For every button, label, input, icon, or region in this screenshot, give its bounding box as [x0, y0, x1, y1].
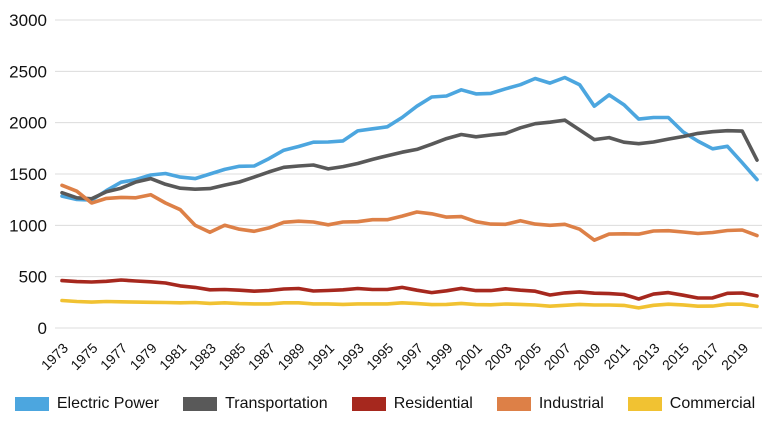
- legend-item-transportation: Transportation: [183, 395, 328, 413]
- legend-swatch-transportation: [183, 397, 218, 411]
- legend-swatch-industrial: [496, 397, 531, 411]
- series-lines: [60, 75, 759, 310]
- y-axis-tick-label: 1500: [9, 165, 47, 184]
- legend-item-commercial: Commercial: [627, 395, 756, 413]
- y-axis-tick-label: 2000: [9, 114, 47, 133]
- x-axis-tick-label: 2007: [541, 340, 574, 373]
- x-axis-tick-label: 2019: [718, 340, 751, 373]
- x-axis-tick-label: 2001: [452, 340, 485, 373]
- x-axis-tick-label: 1993: [334, 340, 367, 373]
- x-axis-tick-label: 1991: [304, 340, 337, 373]
- x-axis-tick-label: 1989: [274, 340, 307, 373]
- series-line-transportation: [60, 118, 759, 201]
- x-axis-tick-label: 1987: [245, 340, 278, 373]
- x-axis-tick-label: 2015: [659, 340, 692, 373]
- x-axis-tick-label: 1977: [97, 340, 130, 373]
- legend-label: Industrial: [538, 395, 604, 412]
- x-axis-tick-label: 2009: [570, 340, 603, 373]
- legend-swatch-electric-power: [14, 397, 49, 411]
- legend-label: Electric Power: [56, 395, 160, 412]
- y-axis-tick-label: 3000: [9, 11, 47, 30]
- x-axis-tick-label: 1983: [186, 340, 219, 373]
- legend-label: Commercial: [669, 395, 756, 412]
- legend-item-industrial: Industrial: [496, 395, 604, 413]
- x-axis-tick-label: 1999: [422, 340, 455, 373]
- y-axis-tick-label: 0: [38, 319, 47, 338]
- x-axis-tick-label: 1997: [393, 340, 426, 373]
- x-axis-tick-label: 2013: [629, 340, 662, 373]
- y-axis-labels: 0 500 1000 1500 2000 2500 3000: [9, 11, 47, 338]
- x-axis-tick-label: 1979: [127, 340, 160, 373]
- x-axis-tick-label: 1981: [156, 340, 189, 373]
- series-line-residential: [60, 278, 759, 301]
- legend-swatch-commercial: [627, 397, 662, 411]
- legend-label: Residential: [393, 395, 473, 412]
- x-axis-tick-label: 2003: [481, 340, 514, 373]
- x-axis-labels: 1973197519771979198119831985198719891991…: [38, 340, 752, 373]
- x-axis-tick-label: 1995: [363, 340, 396, 373]
- legend: Electric Power Transportation Residential I…: [0, 395, 770, 413]
- legend-item-electric-power: Electric Power: [14, 395, 160, 413]
- series-line-industrial: [60, 183, 759, 242]
- x-axis-tick-label: 2005: [511, 340, 544, 373]
- x-axis-tick-label: 2017: [688, 340, 721, 373]
- series-line-commercial: [60, 298, 759, 310]
- y-axis-tick-label: 1000: [9, 216, 47, 235]
- y-axis-tick-label: 2500: [9, 62, 47, 81]
- legend-swatch-residential: [351, 397, 386, 411]
- x-axis-tick-label: 1975: [67, 340, 100, 373]
- x-axis-tick-label: 2011: [600, 340, 633, 373]
- legend-item-residential: Residential: [351, 395, 473, 413]
- x-axis-tick-label: 1985: [215, 340, 248, 373]
- legend-label: Transportation: [225, 395, 328, 412]
- x-axis-tick-label: 1973: [38, 340, 71, 373]
- series-line-electric-power: [60, 75, 759, 202]
- y-axis-tick-label: 500: [19, 268, 47, 287]
